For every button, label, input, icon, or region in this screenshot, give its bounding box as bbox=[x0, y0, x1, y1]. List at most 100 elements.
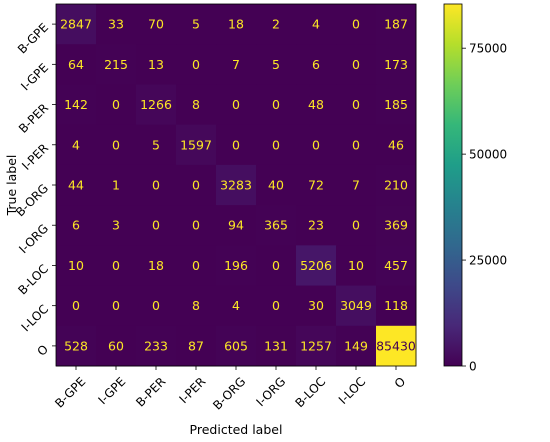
heatmap-cell bbox=[296, 84, 337, 126]
cell-value: 18 bbox=[228, 17, 244, 32]
heatmap-cell bbox=[96, 245, 137, 287]
cell-value: 0 bbox=[352, 17, 360, 32]
cell-value: 13 bbox=[148, 57, 164, 72]
heatmap-cell bbox=[96, 205, 137, 246]
heatmap-cell bbox=[296, 4, 337, 45]
cell-value: 0 bbox=[312, 137, 320, 152]
heatmap-cell bbox=[296, 124, 337, 166]
heatmap-cell bbox=[216, 245, 257, 287]
heatmap-cell bbox=[96, 124, 137, 166]
heatmap-cell bbox=[256, 164, 297, 206]
y-tick-label: I-ORG bbox=[16, 221, 51, 256]
cell-value: 60 bbox=[108, 338, 124, 353]
cell-value: 4 bbox=[312, 17, 320, 32]
heatmap-cell bbox=[176, 164, 217, 206]
cell-value: 6 bbox=[312, 57, 320, 72]
cell-value: 0 bbox=[152, 298, 160, 313]
x-tick-label: I-ORG bbox=[253, 374, 288, 409]
heatmap-cell bbox=[176, 44, 217, 85]
cell-value: 0 bbox=[192, 218, 200, 233]
x-tick-label: I-GPE bbox=[96, 374, 129, 407]
colorbar-tick-label: 50000 bbox=[469, 148, 507, 162]
cell-value: 87 bbox=[188, 338, 204, 353]
cell-value: 23 bbox=[308, 218, 324, 233]
heatmap-cells bbox=[56, 4, 417, 367]
heatmap-cell bbox=[56, 124, 97, 166]
heatmap-cell bbox=[56, 325, 97, 367]
cell-value: 365 bbox=[264, 218, 288, 233]
cell-value: 1597 bbox=[180, 137, 212, 152]
cell-value: 0 bbox=[272, 298, 280, 313]
heatmap-cell bbox=[376, 4, 417, 45]
heatmap-cell bbox=[336, 164, 377, 206]
cell-value: 131 bbox=[264, 338, 288, 353]
y-tick-label: B-LOC bbox=[15, 262, 51, 298]
heatmap-cell bbox=[56, 84, 97, 126]
cell-value: 4 bbox=[72, 137, 80, 152]
heatmap-cell bbox=[136, 325, 177, 367]
cell-value: 0 bbox=[232, 137, 240, 152]
y-tick-label: I-GPE bbox=[18, 61, 51, 94]
cell-value: 3283 bbox=[220, 178, 252, 193]
cell-value: 18 bbox=[148, 258, 164, 273]
cell-value: 0 bbox=[152, 178, 160, 193]
cell-value: 457 bbox=[384, 258, 408, 273]
heatmap-cell bbox=[176, 124, 217, 166]
heatmap-cell bbox=[136, 245, 177, 287]
heatmap-cell bbox=[376, 325, 417, 367]
x-tick-label: B-ORG bbox=[210, 374, 248, 412]
cell-value: 0 bbox=[192, 178, 200, 193]
heatmap-cell bbox=[336, 245, 377, 287]
cell-value: 8 bbox=[192, 97, 200, 112]
cell-value: 6 bbox=[72, 218, 80, 233]
cell-value: 185 bbox=[384, 97, 408, 112]
cell-value: 10 bbox=[348, 258, 364, 273]
heatmap-cell bbox=[216, 4, 257, 45]
cell-value: 94 bbox=[228, 218, 244, 233]
cell-value: 0 bbox=[112, 137, 120, 152]
cell-value: 64 bbox=[68, 57, 84, 72]
heatmap-cell bbox=[256, 245, 297, 287]
cell-value: 0 bbox=[192, 258, 200, 273]
heatmap-cell bbox=[256, 325, 297, 367]
x-axis-ticks: B-GPE I-GPE B-PER I-PER B-ORG I-ORG B-LOC I-LOC… bbox=[52, 366, 408, 413]
cell-value: 369 bbox=[384, 218, 408, 233]
cell-value: 0 bbox=[192, 57, 200, 72]
heatmap-cell bbox=[336, 285, 377, 327]
cell-value: 5 bbox=[192, 17, 200, 32]
cell-value: 0 bbox=[272, 137, 280, 152]
cell-value: 1257 bbox=[300, 338, 332, 353]
cell-value: 33 bbox=[108, 17, 124, 32]
heatmap-cell bbox=[176, 325, 217, 367]
colorbar-tick-label: 25000 bbox=[469, 254, 507, 268]
colorbar-ticks: 0250005000075000100000125000150000175000 bbox=[462, 42, 507, 374]
heatmap-cell bbox=[56, 205, 97, 246]
heatmap-cell bbox=[296, 325, 337, 367]
heatmap-cell bbox=[56, 44, 97, 85]
heatmap-cell bbox=[336, 4, 377, 45]
colorbar-tick-label: 0 bbox=[469, 360, 477, 374]
heatmap-cell bbox=[96, 325, 137, 367]
x-tick-label: I-PER bbox=[176, 374, 208, 406]
cell-value: 5206 bbox=[300, 258, 332, 273]
heatmap-cell bbox=[56, 245, 97, 287]
heatmap-cell bbox=[216, 44, 257, 85]
heatmap-cell bbox=[176, 285, 217, 327]
heatmap-cell bbox=[176, 84, 217, 126]
heatmap-cell bbox=[336, 84, 377, 126]
heatmap-cell bbox=[256, 285, 297, 327]
cell-value: 210 bbox=[384, 178, 408, 193]
cell-value: 0 bbox=[352, 218, 360, 233]
heatmap-cell bbox=[96, 285, 137, 327]
cell-value: 0 bbox=[112, 258, 120, 273]
heatmap-cell bbox=[256, 44, 297, 85]
heatmap-cell bbox=[216, 164, 257, 206]
cell-value: 0 bbox=[352, 137, 360, 152]
cell-value: 72 bbox=[308, 178, 324, 193]
heatmap-cell bbox=[376, 44, 417, 85]
cell-value: 196 bbox=[224, 258, 248, 273]
heatmap-cell bbox=[96, 84, 137, 126]
cell-value: 2 bbox=[272, 17, 280, 32]
cell-value: 5 bbox=[152, 137, 160, 152]
